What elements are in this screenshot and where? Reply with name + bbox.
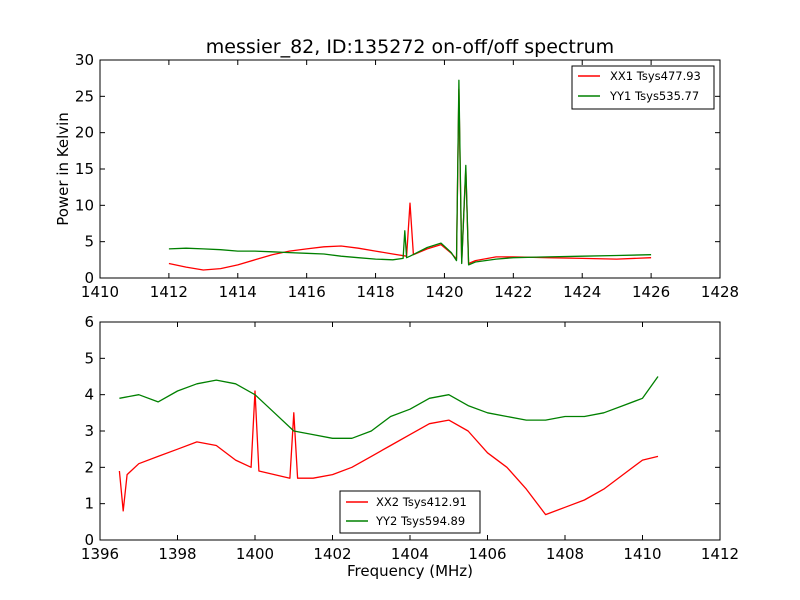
- bottom-series-xx-line: [118, 390, 659, 516]
- y-tick-label: 0: [84, 269, 94, 287]
- top-y-axis-label: Power in Kelvin: [54, 112, 72, 226]
- x-tick-label: 1416: [288, 283, 326, 301]
- y-tick-label: 1: [84, 495, 94, 513]
- x-tick-label: 1400: [236, 545, 274, 563]
- x-tick-label: 1414: [219, 283, 257, 301]
- legend-label-yy2: YY2 Tsys594.89: [375, 514, 465, 528]
- x-tick-label: 1412: [701, 545, 739, 563]
- y-tick-label: 3: [84, 422, 94, 440]
- top-legend-box: [571, 65, 715, 110]
- x-tick-label: 1410: [623, 545, 661, 563]
- x-tick-label: 1402: [313, 545, 351, 563]
- top-series: [168, 79, 652, 271]
- top-plot-frame: [99, 59, 721, 279]
- x-tick-label: 1398: [158, 545, 196, 563]
- x-axis-label: Frequency (MHz): [347, 562, 473, 580]
- top-series-yy-line: [168, 79, 652, 266]
- bottom-plot-frame: [99, 321, 721, 541]
- x-tick-label: 1420: [425, 283, 463, 301]
- y-tick-label: 30: [75, 51, 94, 69]
- bottom-panel: 1396 1398 1400 1402 1404 1406 1408 1410 1412 0 1 2 3…: [81, 313, 739, 580]
- x-tick-label: 1408: [546, 545, 584, 563]
- top-series-xx-line: [168, 88, 652, 271]
- x-tick-label: 1410: [81, 283, 119, 301]
- y-tick-label: 2: [84, 458, 94, 476]
- top-legend: XX1 Tsys477.93 YY1 Tsys535.77: [571, 65, 715, 110]
- y-tick-label: 0: [84, 531, 94, 549]
- y-tick-label: 4: [84, 386, 94, 404]
- x-tick-label: 1406: [468, 545, 506, 563]
- x-tick-label: 1422: [494, 283, 532, 301]
- y-tick-label: 15: [75, 160, 94, 178]
- legend-label-yy1: YY1 Tsys535.77: [609, 89, 699, 103]
- bottom-series-yy-line: [119, 376, 659, 439]
- x-tick-label: 1412: [150, 283, 188, 301]
- bottom-legend-box: [339, 490, 481, 534]
- x-tick-label: 1396: [81, 545, 119, 563]
- y-tick-label: 20: [75, 124, 94, 142]
- legend-label-xx1: XX1 Tsys477.93: [610, 69, 701, 83]
- y-tick-label: 5: [84, 233, 94, 251]
- y-tick-label: 25: [75, 87, 94, 105]
- bottom-series: [118, 376, 659, 516]
- x-tick-label: 1428: [701, 283, 739, 301]
- x-tick-label: 1404: [391, 545, 429, 563]
- bottom-legend: XX2 Tsys412.91 YY2 Tsys594.89: [339, 490, 481, 534]
- y-tick-label: 5: [84, 349, 94, 367]
- x-tick-label: 1426: [632, 283, 670, 301]
- chart-title: messier_82, ID:135272 on-off/off spectru…: [206, 36, 614, 58]
- y-tick-label: 10: [75, 196, 94, 214]
- top-panel: 1410 1412 1414 1416 1418 1420 1422 1424 1426 1428…: [54, 51, 739, 301]
- top-ticks: 1410 1412 1414 1416 1418 1420 1422 1424 1426 1428…: [75, 51, 739, 301]
- x-tick-label: 1424: [563, 283, 601, 301]
- legend-label-xx2: XX2 Tsys412.91: [376, 495, 467, 509]
- x-tick-label: 1418: [356, 283, 394, 301]
- bottom-ticks: 1396 1398 1400 1402 1404 1406 1408 1410 1412 0 1 2 3…: [81, 313, 739, 563]
- y-tick-label: 6: [84, 313, 94, 331]
